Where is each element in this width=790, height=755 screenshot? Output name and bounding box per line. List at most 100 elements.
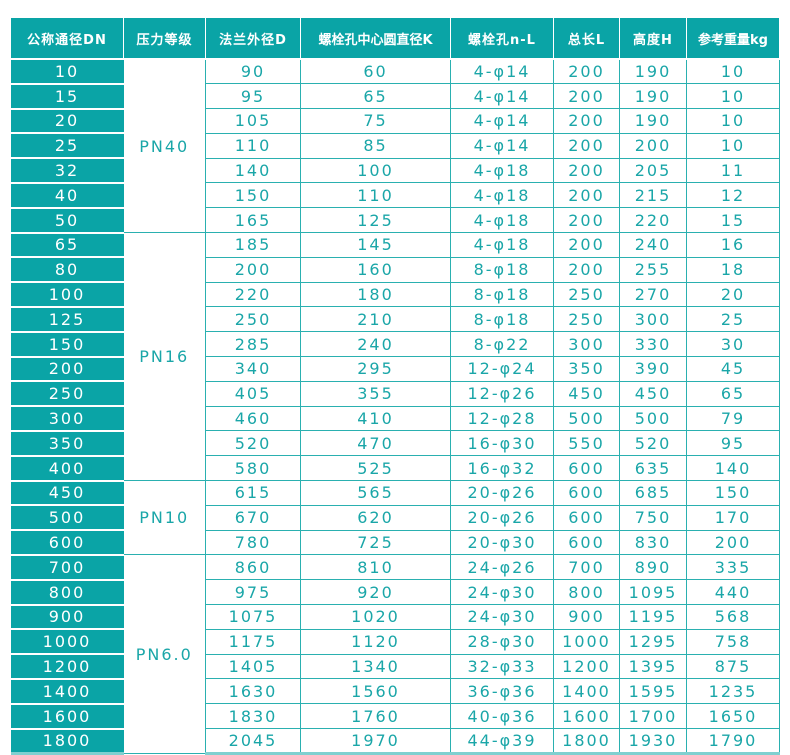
cell-dn: 900 <box>10 604 124 631</box>
cell-length: 700 <box>553 554 620 581</box>
cell-length: 500 <box>553 405 620 432</box>
cell-bolt-circle-k: 75 <box>300 108 451 134</box>
cell-bolt-circle-k: 295 <box>300 356 451 382</box>
cell-weight: 758 <box>686 628 780 655</box>
cell-bolt-holes: 20-φ30 <box>450 529 554 556</box>
cell-bolt-holes: 12-φ26 <box>450 380 554 407</box>
cell-dn: 1400 <box>10 678 124 705</box>
cell-bolt-holes: 44-φ39 <box>450 728 554 755</box>
table-row: 100 220 180 8-φ18 250 270 20 <box>10 281 780 308</box>
cell-flange-d: 860 <box>205 554 301 581</box>
cell-weight: 25 <box>686 306 780 333</box>
cell-bolt-circle-k: 65 <box>300 83 451 110</box>
cell-length: 200 <box>553 58 620 85</box>
cell-dn: 40 <box>10 182 124 209</box>
cell-weight: 10 <box>686 58 780 85</box>
cell-height: 1930 <box>619 728 687 755</box>
cell-length: 600 <box>553 455 620 482</box>
cell-weight: 10 <box>686 108 780 134</box>
table-row: 350 520 470 16-φ30 550 520 95 <box>10 430 780 457</box>
header-flange-d: 法兰外径D <box>205 17 301 60</box>
cell-flange-d: 1405 <box>205 653 301 680</box>
cell-dn: 1000 <box>10 629 124 656</box>
cell-bolt-circle-k: 1120 <box>300 628 451 655</box>
cell-dn: 400 <box>10 455 124 482</box>
cell-height: 1195 <box>619 604 687 630</box>
cell-length: 1200 <box>553 653 620 680</box>
header-length: 总长L <box>553 17 620 60</box>
cell-weight: 15 <box>686 207 780 234</box>
cell-bolt-holes: 8-φ22 <box>450 331 554 358</box>
cell-bolt-holes: 24-φ30 <box>450 579 554 606</box>
cell-weight: 11 <box>686 157 780 184</box>
cell-bolt-circle-k: 145 <box>300 232 451 258</box>
table-row: 250 405 355 12-φ26 450 450 65 <box>10 380 780 408</box>
cell-height: 190 <box>619 58 687 85</box>
cell-flange-d: 670 <box>205 504 301 531</box>
cell-height: 890 <box>619 554 687 581</box>
cell-bolt-circle-k: 525 <box>300 455 451 482</box>
cell-length: 600 <box>553 529 620 556</box>
cell-flange-d: 110 <box>205 132 301 159</box>
cell-flange-d: 580 <box>205 455 301 482</box>
cell-dn: 50 <box>10 207 124 234</box>
cell-flange-d: 90 <box>205 58 301 85</box>
cell-height: 1595 <box>619 678 687 705</box>
cell-bolt-holes: 24-φ30 <box>450 604 554 630</box>
cell-bolt-circle-k: 410 <box>300 405 451 432</box>
table-row: 20 105 75 4-φ14 200 190 10 <box>10 108 780 135</box>
cell-length: 200 <box>553 132 620 159</box>
cell-dn: 600 <box>10 530 124 556</box>
table-row: 400 580 525 16-φ32 600 635 140 <box>10 455 780 482</box>
cell-bolt-holes: 28-φ30 <box>450 628 554 655</box>
flange-spec-table: 公称通径DN 压力等级 法兰外径D 螺栓孔中心圆直径K 螺栓孔n-L 总长L 高… <box>10 17 780 755</box>
cell-pressure: PN16 <box>123 232 206 482</box>
cell-bolt-circle-k: 725 <box>300 529 451 556</box>
cell-bolt-circle-k: 1970 <box>300 728 451 755</box>
cell-length: 1400 <box>553 678 620 705</box>
cell-weight: 875 <box>686 653 780 680</box>
header-weight: 参考重量kg <box>686 17 780 60</box>
cell-bolt-circle-k: 1560 <box>300 678 451 705</box>
table-row: 450 PN10 615 565 20-φ26 600 685 150 <box>10 480 780 556</box>
table-row: 65 PN16 185 145 4-φ18 200 240 16 <box>10 232 780 482</box>
cell-dn: 80 <box>10 257 124 284</box>
cell-bolt-circle-k: 355 <box>300 380 451 407</box>
cell-bolt-holes: 12-φ24 <box>450 356 554 382</box>
cell-length: 350 <box>553 356 620 382</box>
table-row: 500 670 620 20-φ26 600 750 170 <box>10 504 780 532</box>
cell-bolt-holes: 36-φ36 <box>450 678 554 705</box>
cell-dn: 250 <box>10 381 124 408</box>
cell-length: 200 <box>553 157 620 184</box>
cell-height: 390 <box>619 356 687 382</box>
cell-bolt-circle-k: 210 <box>300 306 451 333</box>
cell-bolt-circle-k: 160 <box>300 256 451 283</box>
cell-bolt-holes: 24-φ26 <box>450 554 554 581</box>
cell-bolt-circle-k: 1340 <box>300 653 451 680</box>
cell-bolt-circle-k: 565 <box>300 480 451 506</box>
table-row: 800 975 920 24-φ30 800 1095 440 <box>10 579 780 606</box>
cell-length: 200 <box>553 83 620 110</box>
cell-weight: 568 <box>686 604 780 630</box>
cell-weight: 12 <box>686 182 780 209</box>
cell-flange-d: 95 <box>205 83 301 110</box>
cell-bolt-holes: 4-φ18 <box>450 207 554 234</box>
cell-weight: 10 <box>686 132 780 159</box>
cell-weight: 95 <box>686 430 780 457</box>
cell-weight: 30 <box>686 331 780 358</box>
cell-dn: 125 <box>10 306 124 333</box>
cell-bolt-holes: 20-φ26 <box>450 504 554 531</box>
cell-dn: 1600 <box>10 703 124 730</box>
cell-dn: 450 <box>10 480 124 507</box>
cell-bolt-circle-k: 60 <box>300 58 451 85</box>
cell-length: 600 <box>553 480 620 506</box>
cell-dn: 800 <box>10 579 124 606</box>
cell-height: 500 <box>619 405 687 432</box>
cell-weight: 440 <box>686 579 780 606</box>
cell-length: 250 <box>553 306 620 333</box>
cell-flange-d: 520 <box>205 430 301 457</box>
cell-weight: 18 <box>686 256 780 283</box>
cell-height: 190 <box>619 108 687 134</box>
cell-weight: 335 <box>686 554 780 581</box>
cell-length: 800 <box>553 579 620 606</box>
